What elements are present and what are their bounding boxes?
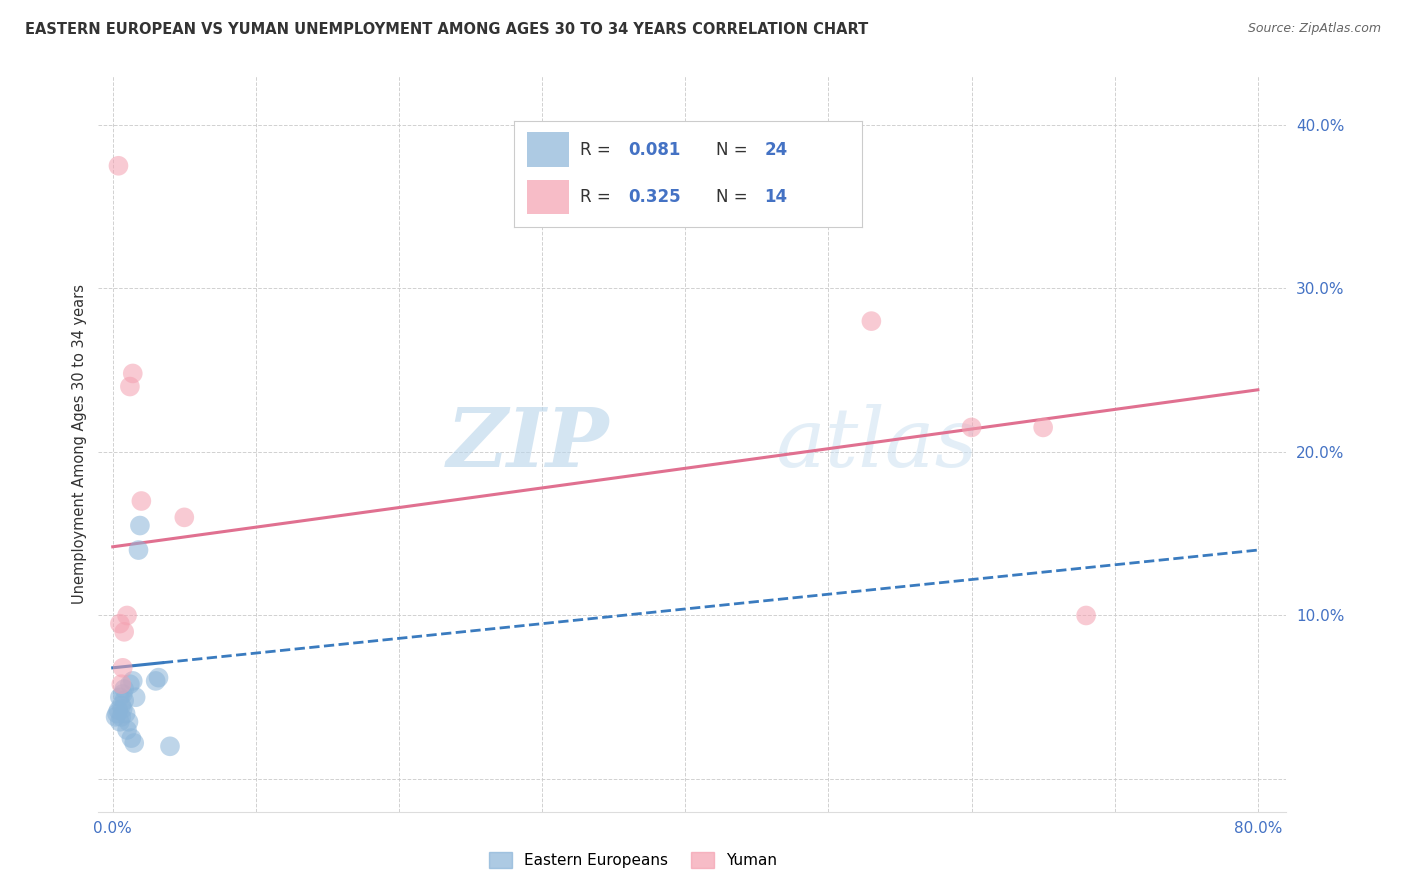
Point [121,367,143,381]
Text: R =: R = [579,188,616,206]
Point [110,710,132,724]
Point [129,518,152,533]
Point [960,420,983,434]
Point [112,624,135,639]
Text: atlas: atlas [776,404,979,483]
Text: 24: 24 [765,141,787,159]
Text: 0.325: 0.325 [628,188,682,206]
Legend: Eastern Europeans, Yuman: Eastern Europeans, Yuman [482,846,783,874]
Point [173,510,195,524]
Text: 0.081: 0.081 [628,141,681,159]
Point [148,671,170,685]
Point [120,731,142,746]
Text: N =: N = [716,141,752,159]
Point [111,661,134,675]
Point [121,673,143,688]
Point [111,687,134,701]
Point [104,710,127,724]
Point [107,159,129,173]
Text: R =: R = [579,141,616,159]
Point [124,690,146,705]
Point [110,698,132,713]
Bar [527,133,569,167]
Point [115,608,138,623]
Text: EASTERN EUROPEAN VS YUMAN UNEMPLOYMENT AMONG AGES 30 TO 34 YEARS CORRELATION CHA: EASTERN EUROPEAN VS YUMAN UNEMPLOYMENT A… [25,22,869,37]
Point [1032,420,1054,434]
Point [860,314,883,328]
Point [1074,608,1097,623]
Point [131,494,153,508]
Point [118,379,141,393]
Point [108,714,131,729]
Y-axis label: Unemployment Among Ages 30 to 34 years: Unemployment Among Ages 30 to 34 years [72,284,87,604]
Text: ZIP: ZIP [447,404,609,483]
Point [105,706,128,721]
Point [117,714,139,729]
Point [114,706,136,721]
Text: N =: N = [716,188,752,206]
Text: Source: ZipAtlas.com: Source: ZipAtlas.com [1247,22,1381,36]
Point [145,673,167,688]
Point [108,616,131,631]
Point [112,681,135,696]
Point [112,693,135,707]
Bar [527,180,569,214]
Point [110,677,132,691]
Point [122,736,145,750]
Point [128,543,150,558]
Point [111,701,134,715]
Point [108,690,131,705]
Point [118,677,141,691]
Text: 14: 14 [765,188,787,206]
Point [159,739,181,754]
Point [115,723,138,737]
Point [107,703,129,717]
